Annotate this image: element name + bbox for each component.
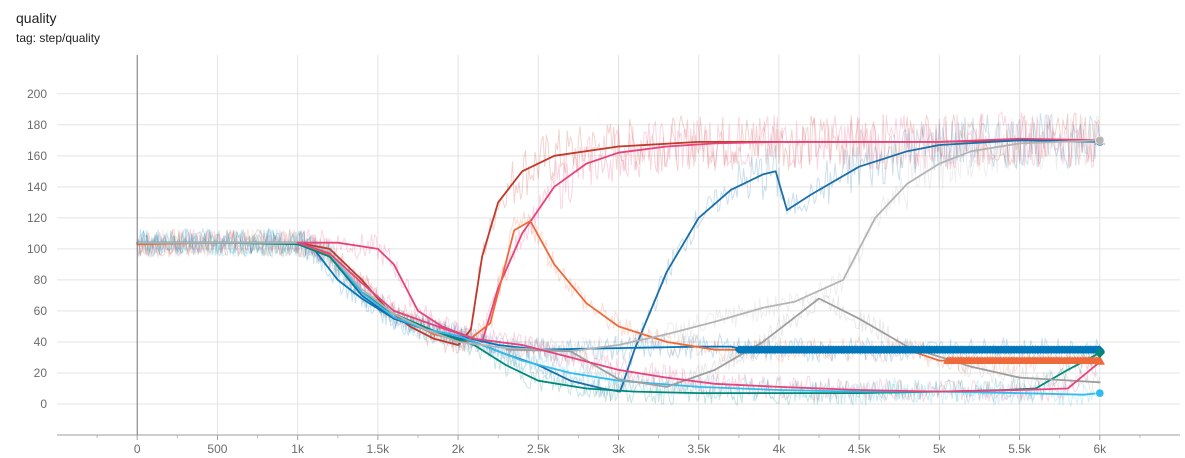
series-line [136, 139, 1101, 353]
chart-tag: tag: step/quality [16, 31, 101, 45]
series-marker [1094, 347, 1105, 358]
series-marker [1095, 388, 1105, 398]
y-tick-label: 40 [34, 335, 48, 349]
y-tick-label: 200 [27, 87, 47, 101]
raw-series-line [136, 228, 1101, 407]
x-tick-label: 3k [612, 442, 626, 456]
raw-series-line [136, 111, 1101, 353]
y-tick-label: 180 [27, 118, 47, 132]
series-line [136, 137, 1101, 343]
x-tick-label: 1k [291, 442, 305, 456]
y-tick-label: 60 [34, 304, 48, 318]
x-tick-label: 6k [1093, 442, 1107, 456]
x-tick-label: 4k [773, 442, 787, 456]
y-tick-label: 0 [40, 397, 47, 411]
x-tick-label: 0 [134, 442, 141, 456]
raw-series-line [136, 227, 1100, 365]
series-marker [1094, 355, 1105, 365]
smoothed-series-layer [136, 137, 1101, 396]
series-line [505, 297, 1101, 388]
x-tick-label: 3.5k [687, 442, 711, 456]
x-tick-label: 5k [933, 442, 947, 456]
x-tick-label: 5.5k [1008, 442, 1032, 456]
axis-layer: 0 20 40 60 80 100 120 140 160 180 200 0 500 1k 1.5k 2k 2… [27, 55, 1180, 456]
y-tick-label: 20 [34, 366, 48, 380]
y-tick-label: 80 [34, 273, 48, 287]
x-tick-label: 2k [452, 442, 466, 456]
x-tick-label: 1.5k [367, 442, 391, 456]
y-tick-label: 120 [27, 211, 47, 225]
grid-lines [57, 55, 1180, 435]
y-tick-label: 140 [27, 180, 47, 194]
series-line [296, 241, 1101, 393]
series-marker [1095, 135, 1105, 145]
chart-title: quality [16, 10, 57, 26]
raw-series-line [136, 112, 1101, 354]
raw-series-line [505, 294, 1101, 397]
y-tick-label: 160 [27, 149, 47, 163]
x-tick-label: 4.5k [848, 442, 872, 456]
x-tick-label: 2.5k [527, 442, 551, 456]
end-marker-layer [734, 135, 1105, 398]
raw-series-line [136, 211, 1101, 374]
x-tick-label: 500 [207, 442, 227, 456]
y-tick-label: 100 [27, 242, 47, 256]
